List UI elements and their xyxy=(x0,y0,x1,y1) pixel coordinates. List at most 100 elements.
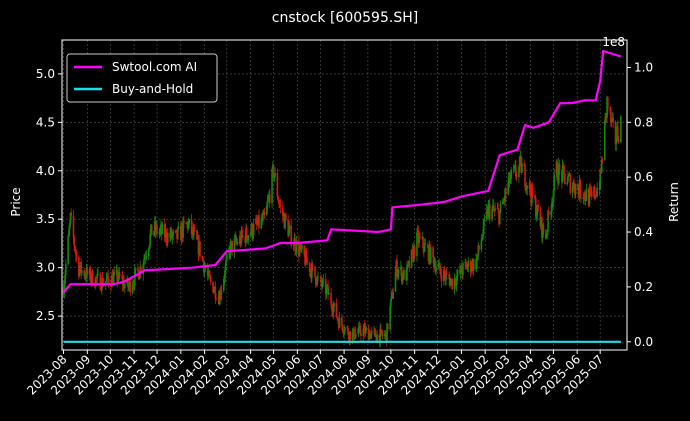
candle-body xyxy=(562,164,565,166)
candle-body xyxy=(127,286,130,288)
candle-body xyxy=(255,219,258,224)
candle-body xyxy=(389,306,391,330)
candle-body xyxy=(423,243,426,252)
candle-body xyxy=(233,238,236,253)
candle-body xyxy=(86,268,89,275)
candle-body xyxy=(429,247,432,263)
candle-body xyxy=(376,334,378,342)
candle-body xyxy=(78,268,81,276)
candle-body xyxy=(448,274,450,279)
candle-body xyxy=(475,257,478,270)
candle-body xyxy=(510,169,513,179)
candle-body xyxy=(534,198,537,218)
candle-body xyxy=(599,169,601,190)
candle-body xyxy=(117,279,119,282)
candle-body xyxy=(609,108,611,111)
candle-body xyxy=(504,189,506,202)
candle-body xyxy=(118,272,121,278)
candle-body xyxy=(396,260,398,277)
candle-body xyxy=(143,258,145,265)
candle-body xyxy=(272,165,275,178)
candle-body xyxy=(397,269,400,274)
candle-body xyxy=(94,277,97,287)
candle-body xyxy=(278,203,281,206)
candle-body xyxy=(446,273,448,275)
candle-body xyxy=(470,268,473,272)
candle-body xyxy=(273,176,276,178)
candle-body xyxy=(177,226,180,229)
candle-body xyxy=(386,323,388,342)
candle-body xyxy=(306,262,309,264)
candle-body xyxy=(454,278,457,284)
y-axis-right-label: Return xyxy=(667,182,681,222)
y-axis-left-label: Price xyxy=(9,187,23,216)
candle-body xyxy=(229,241,232,255)
candle-body xyxy=(342,330,345,333)
candle-body xyxy=(534,196,536,199)
candle-body xyxy=(212,281,214,293)
candle-body xyxy=(220,290,223,296)
candle-body xyxy=(251,224,253,238)
candle-body xyxy=(610,110,612,123)
candle-body xyxy=(311,264,314,267)
candle-body xyxy=(337,318,339,321)
candle-body xyxy=(563,165,565,174)
candle-body xyxy=(321,280,324,287)
candle-body xyxy=(83,270,86,277)
candle-body xyxy=(204,267,207,270)
candle-body xyxy=(521,163,523,173)
candle-body xyxy=(301,245,303,250)
candle-body xyxy=(274,173,276,177)
candle-body xyxy=(265,206,268,216)
candle-body xyxy=(351,332,354,341)
y-tick-label-right: 0.2 xyxy=(634,280,653,294)
candle-body xyxy=(131,285,134,293)
candle-body xyxy=(249,233,252,236)
candle-body xyxy=(494,208,496,211)
candle-body xyxy=(266,201,269,207)
candle-body xyxy=(209,274,211,278)
candle-body xyxy=(190,219,193,234)
candle-body xyxy=(107,273,109,280)
candle-body xyxy=(456,275,458,286)
candle-body xyxy=(403,269,405,280)
candle-body xyxy=(219,290,221,305)
candle-body xyxy=(515,165,517,177)
candle-body xyxy=(317,276,319,278)
candle-body xyxy=(235,236,237,242)
candle-body xyxy=(91,271,94,286)
candle-body xyxy=(502,201,504,205)
y-tick-label-right: 0.0 xyxy=(634,335,653,349)
candle-body xyxy=(336,317,339,319)
candle-body xyxy=(174,231,177,233)
candle-body xyxy=(330,292,332,305)
candle-body xyxy=(308,262,311,273)
candle-body xyxy=(256,223,259,225)
candle-body xyxy=(298,248,301,256)
candle-body xyxy=(615,141,618,145)
candle-body xyxy=(408,261,411,268)
candle-body xyxy=(69,212,72,224)
candle-body xyxy=(491,208,493,220)
candle-body xyxy=(199,241,201,257)
candle-body xyxy=(443,270,446,276)
candle-body xyxy=(466,266,469,270)
candle-body xyxy=(564,173,566,185)
candle-body xyxy=(68,230,70,236)
candle-body xyxy=(295,240,298,253)
candle-body xyxy=(499,204,502,213)
candle-body xyxy=(433,257,435,267)
candle-body xyxy=(435,267,437,272)
candle-body xyxy=(148,245,151,249)
candle-body xyxy=(439,263,441,271)
candle-body xyxy=(396,273,399,277)
candle-body xyxy=(319,276,322,278)
candle-body xyxy=(90,280,92,282)
candle-body xyxy=(277,196,279,201)
candle-body xyxy=(460,266,463,273)
candle-body xyxy=(603,120,606,161)
y-tick-label-left: 3.0 xyxy=(36,261,55,275)
candle-body xyxy=(150,224,153,236)
candle-body xyxy=(569,174,572,193)
